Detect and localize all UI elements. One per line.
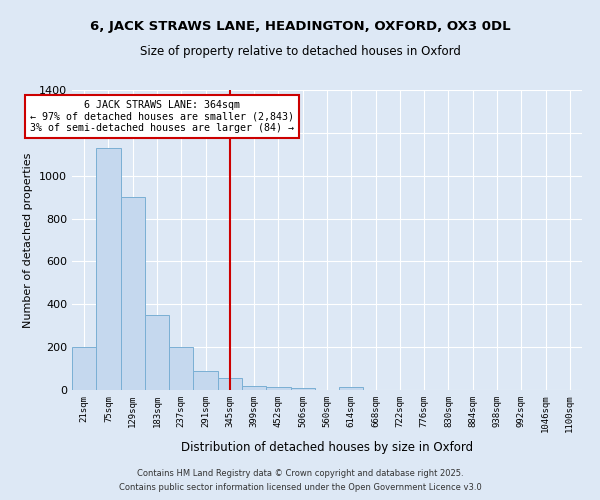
- Bar: [169, 347, 193, 390]
- Text: Size of property relative to detached houses in Oxford: Size of property relative to detached ho…: [140, 45, 460, 58]
- Bar: [145, 315, 169, 390]
- Bar: [193, 370, 218, 390]
- Text: 6 JACK STRAWS LANE: 364sqm
← 97% of detached houses are smaller (2,843)
3% of se: 6 JACK STRAWS LANE: 364sqm ← 97% of deta…: [30, 100, 294, 133]
- Bar: [72, 347, 96, 390]
- Bar: [218, 378, 242, 390]
- Bar: [242, 386, 266, 390]
- Text: 6, JACK STRAWS LANE, HEADINGTON, OXFORD, OX3 0DL: 6, JACK STRAWS LANE, HEADINGTON, OXFORD,…: [89, 20, 511, 33]
- Bar: [121, 197, 145, 390]
- Bar: [266, 387, 290, 390]
- Bar: [339, 387, 364, 390]
- Bar: [290, 388, 315, 390]
- Text: Contains HM Land Registry data © Crown copyright and database right 2025.: Contains HM Land Registry data © Crown c…: [137, 468, 463, 477]
- Y-axis label: Number of detached properties: Number of detached properties: [23, 152, 34, 328]
- X-axis label: Distribution of detached houses by size in Oxford: Distribution of detached houses by size …: [181, 441, 473, 454]
- Text: Contains public sector information licensed under the Open Government Licence v3: Contains public sector information licen…: [119, 484, 481, 492]
- Bar: [96, 148, 121, 390]
